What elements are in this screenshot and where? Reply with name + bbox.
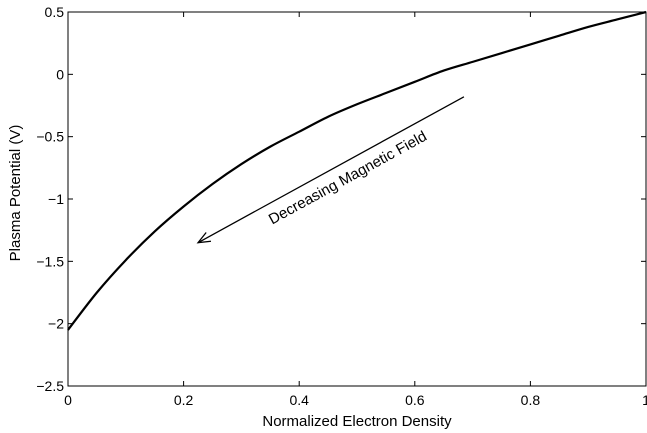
annotation-arrow-shaft [197,96,465,244]
y-tick-label: −1 [48,191,64,207]
y-ticks: −2.5 −2 −1.5 −1 −0.5 0 0.5 [36,4,646,394]
annotation-group: Decreasing Magnetic Field [196,96,465,244]
y-axis-label: Plasma Potential (V) [7,125,24,262]
x-tick-label: 0.6 [405,392,425,408]
series-line-0 [67,10,647,331]
axes [67,11,647,387]
x-ticks: 0 0.2 0.4 0.6 0.8 1 [64,12,647,408]
x-axis-label: Normalized Electron Density [262,413,452,430]
x-tick-label: 0 [64,392,72,408]
y-tick-label: −2.5 [36,378,64,394]
x-tick-label: 0.8 [521,392,541,408]
y-tick-label: 0.5 [45,4,65,20]
x-tick-label: 1 [642,392,647,408]
x-tick-label: 0.4 [289,392,309,408]
plot-area [67,10,647,331]
plot-frame [67,11,647,387]
y-tick-label: −2 [48,316,64,332]
y-tick-label: −0.5 [36,129,64,145]
annotation-arrow-head [196,232,212,244]
y-tick-label: 0 [56,66,64,82]
x-tick-label: 0.2 [174,392,194,408]
annotation-text: Decreasing Magnetic Field [266,128,430,228]
y-tick-label: −1.5 [36,253,64,269]
